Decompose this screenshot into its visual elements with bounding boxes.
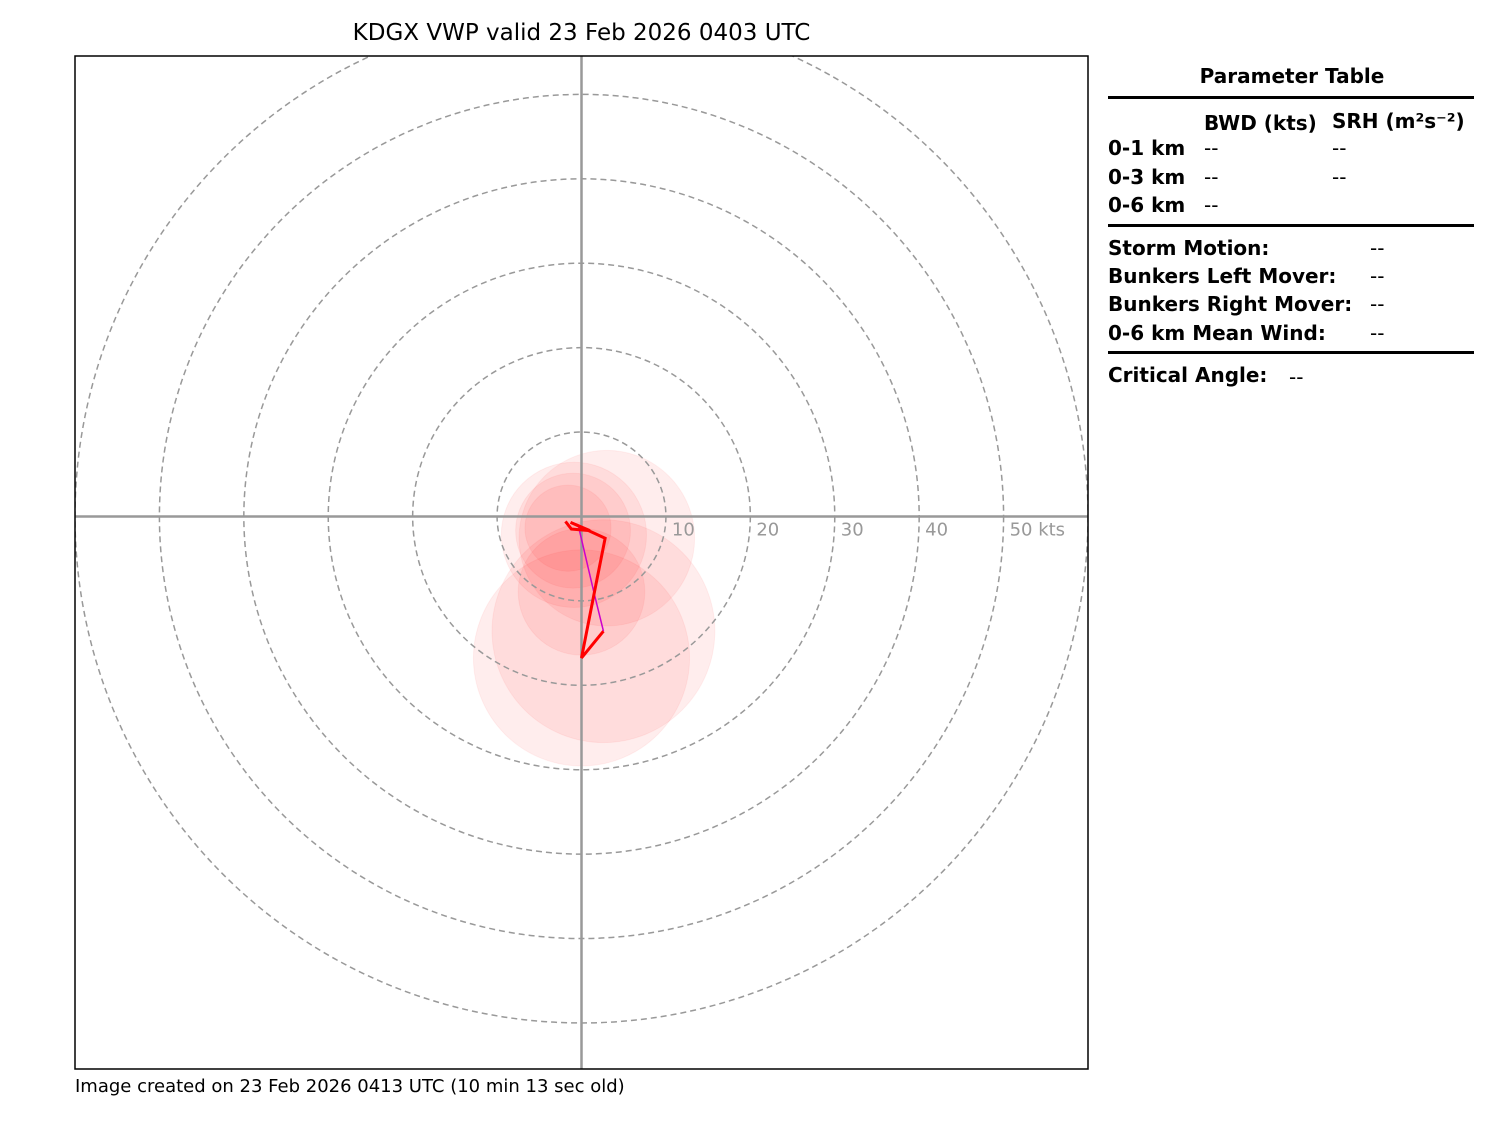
- srh-0-1km: --: [1332, 136, 1347, 160]
- bunkers-right-value: --: [1370, 292, 1385, 316]
- bwd-0-3km: --: [1204, 165, 1219, 189]
- error-circle: [518, 449, 696, 627]
- row-label-0-3km: 0-3 km: [1108, 165, 1186, 189]
- critical-angle-label: Critical Angle:: [1108, 363, 1268, 387]
- hodograph-trace: [564, 520, 607, 659]
- ring-label: 30: [841, 519, 864, 540]
- ring-label: 20: [756, 519, 779, 540]
- storm-motion-label: Storm Motion:: [1108, 236, 1270, 260]
- chart-title: KDGX VWP valid 23 Feb 2026 0403 UTC: [352, 20, 811, 46]
- mean-wind-value: --: [1370, 321, 1385, 345]
- mean-wind-label: 0-6 km Mean Wind:: [1108, 321, 1326, 345]
- parameter-table: Parameter Table BWD (kts) SRH (m²s⁻²) 0-…: [1108, 64, 1476, 389]
- ring-label: 10: [672, 519, 695, 540]
- image-created-footer: Image created on 23 Feb 2026 0413 UTC (1…: [75, 1076, 625, 1097]
- error-circle: [500, 461, 648, 608]
- srh-0-3km: --: [1332, 165, 1347, 189]
- bunkers-left-label: Bunkers Left Mover:: [1108, 264, 1337, 288]
- row-label-0-1km: 0-1 km: [1108, 136, 1186, 160]
- plot-frame: [74, 55, 1089, 1070]
- srh-column-header: SRH (m²s⁻²): [1332, 109, 1465, 133]
- ring-label: 50 kts: [1010, 519, 1065, 540]
- row-label-0-6km: 0-6 km: [1108, 193, 1186, 217]
- bwd-0-6km: --: [1204, 193, 1219, 217]
- bwd-column-header: BWD (kts): [1204, 111, 1317, 135]
- storm-motion-value: --: [1370, 236, 1385, 260]
- bunkers-right-label: Bunkers Right Mover:: [1108, 292, 1353, 316]
- parameter-table-title: Parameter Table: [1199, 64, 1385, 88]
- divider: [1108, 224, 1474, 227]
- bwd-0-1km: --: [1204, 136, 1219, 160]
- divider: [1108, 351, 1474, 354]
- bunkers-left-value: --: [1370, 264, 1385, 288]
- error-circle: [524, 484, 612, 572]
- critical-angle-value: --: [1289, 365, 1304, 389]
- divider: [1108, 96, 1474, 99]
- ring-label: 40: [925, 519, 948, 540]
